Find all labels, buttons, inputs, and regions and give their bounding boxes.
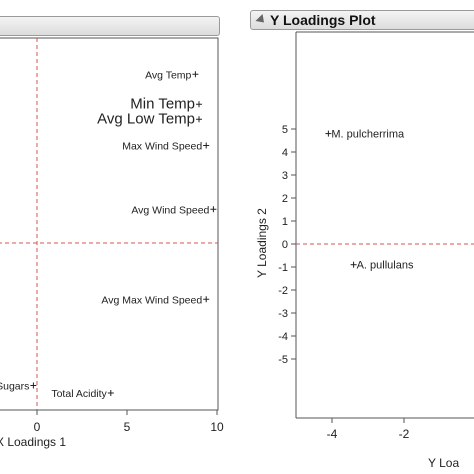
right-point-m-pulcherrima[interactable]: M. pulcherrima <box>325 129 405 141</box>
right-y-tick-label: 5 <box>282 124 288 136</box>
left-point-avg-max-wind-speed-label: Avg Max Wind Speed <box>101 294 202 306</box>
left-point-total-acidity[interactable]: Total Acidity <box>51 388 114 400</box>
right-x-tick-label: -4 <box>327 427 338 441</box>
left-point-min-temp[interactable]: Min Temp <box>130 95 202 112</box>
right-y-tick-label: -1 <box>278 262 288 274</box>
left-point-max-wind-speed-label: Max Wind Speed <box>122 141 202 153</box>
y-loadings-panel-header[interactable]: Y Loadings Plot <box>250 10 474 30</box>
left-point-avg-low-temp-label: Avg Low Temp <box>97 110 195 127</box>
left-point-sugars-label: Sugars <box>0 381 29 393</box>
left-x-axis-label: X Loadings 1 <box>0 435 66 449</box>
left-point-avg-wind-speed[interactable]: Avg Wind Speed <box>131 204 217 216</box>
right-y-tick-label: 0 <box>282 239 288 251</box>
right-x-axis: -4 -2 <box>327 418 410 441</box>
right-y-axis-label: Y Loadings 2 <box>255 208 269 278</box>
right-point-m-pulcherrima-label: M. pulcherrima <box>331 129 405 141</box>
right-y-tick-label: 3 <box>282 170 288 182</box>
right-x-tick-label: -2 <box>399 427 410 441</box>
left-x-axis: 0 5 10 <box>34 410 224 434</box>
right-y-axis: 5 4 3 2 1 0 -1 -2 -3 -4 -5 <box>278 124 296 366</box>
left-x-tick-label: 5 <box>124 420 131 434</box>
right-y-tick-label: 4 <box>282 147 288 159</box>
left-x-tick-label: 0 <box>34 420 41 434</box>
right-y-tick-label: -5 <box>278 354 288 366</box>
left-point-max-wind-speed[interactable]: Max Wind Speed <box>122 141 210 153</box>
right-points-layer: M. pulcherrimaL. theA. pullulansH. uv <box>325 129 414 272</box>
right-point-a-pullulans[interactable]: A. pullulans <box>350 260 414 272</box>
left-point-avg-low-temp[interactable]: Avg Low Temp <box>97 110 202 127</box>
y-loadings-panel-title: Y Loadings Plot <box>270 12 376 28</box>
left-point-total-acidity-label: Total Acidity <box>51 388 107 400</box>
right-y-tick-label: -4 <box>278 331 288 343</box>
left-point-avg-temp-label: Avg Temp <box>145 69 191 81</box>
right-point-a-pullulans-label: A. pullulans <box>357 260 414 272</box>
y-loadings-plot: 5 4 3 2 1 0 -1 -2 -3 -4 -5 -4 -2 M. pulcherrimaL. t… <box>255 31 474 470</box>
left-point-avg-max-wind-speed[interactable]: Avg Max Wind Speed <box>101 294 210 306</box>
right-y-tick-label: -3 <box>278 308 288 320</box>
right-x-axis-label: Y Loa <box>428 456 459 470</box>
right-y-tick-label: -2 <box>278 285 288 297</box>
left-point-avg-wind-speed-label: Avg Wind Speed <box>131 204 209 216</box>
right-y-tick-label: 1 <box>282 216 288 228</box>
left-plot-frame <box>0 37 219 411</box>
left-x-tick-label: 10 <box>210 420 224 434</box>
right-y-tick-label: 2 <box>282 193 288 205</box>
left-panel-header[interactable] <box>0 16 220 36</box>
left-point-min-temp-label: Min Temp <box>130 95 195 112</box>
left-point-sugars[interactable]: Sugars <box>0 381 37 393</box>
left-point-avg-temp[interactable]: Avg Temp <box>145 69 199 81</box>
